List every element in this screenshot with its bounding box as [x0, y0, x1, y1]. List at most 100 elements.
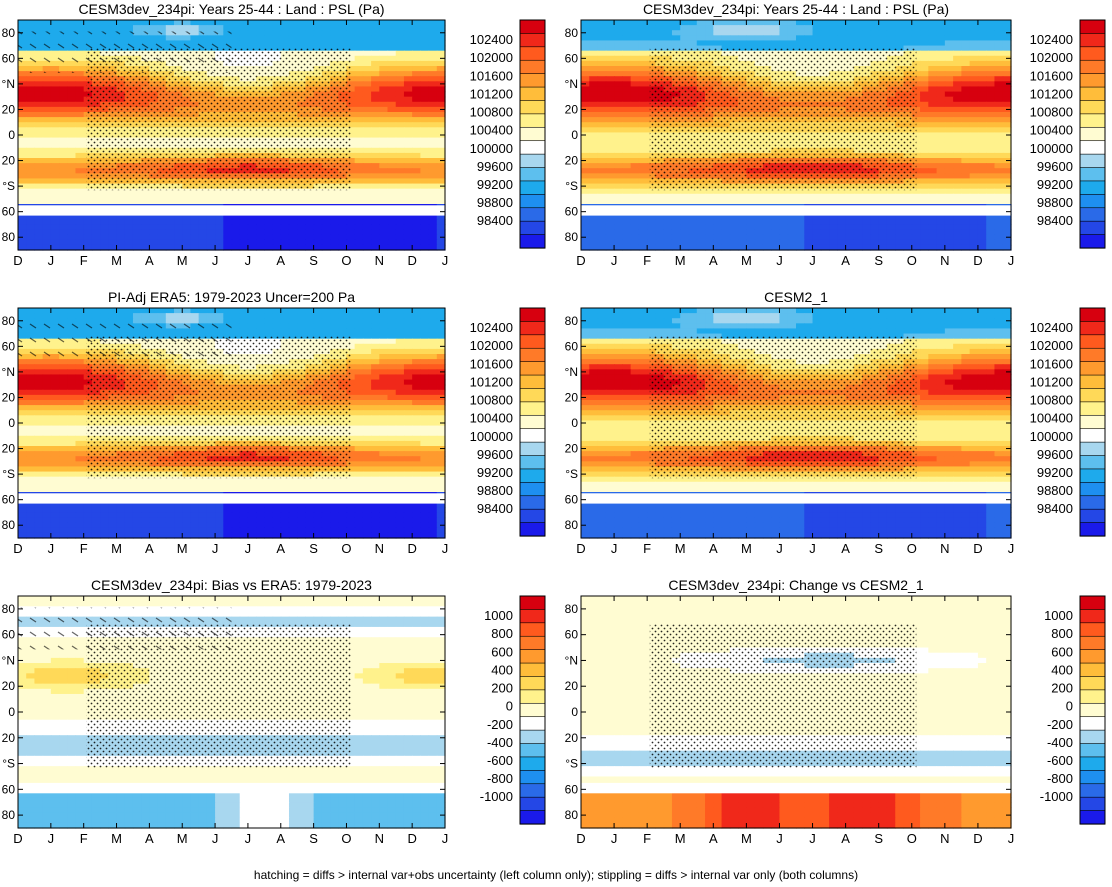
heatmap-cell — [721, 214, 731, 220]
heatmap-cell — [605, 229, 615, 236]
heatmap-cell — [738, 234, 747, 241]
heatmap-cell — [862, 20, 872, 26]
heatmap-cell — [346, 25, 356, 31]
heatmap-cell — [59, 91, 68, 98]
heatmap-cell — [354, 178, 364, 185]
heatmap-cell — [231, 234, 241, 241]
heatmap-cell — [280, 20, 290, 26]
heatmap-cell — [705, 30, 714, 36]
heatmap-cell — [944, 239, 954, 246]
heatmap-cell — [231, 188, 241, 195]
heatmap-cell — [313, 193, 323, 200]
heatmap-cell — [18, 244, 27, 251]
colorbar-swatch — [519, 100, 546, 115]
heatmap-cell — [581, 71, 590, 77]
heatmap-cell — [59, 219, 68, 226]
heatmap-cell — [796, 25, 805, 31]
heatmap-cell — [614, 132, 623, 139]
heatmap-cell — [638, 81, 648, 88]
heatmap-cell — [936, 96, 946, 103]
heatmap-cell — [354, 239, 364, 246]
heatmap-cell — [18, 25, 27, 31]
heatmap-cell — [116, 219, 126, 226]
heatmap-cell — [853, 219, 863, 226]
heatmap-cell — [1002, 198, 1012, 205]
heatmap-cell — [83, 308, 93, 314]
heatmap-cell — [50, 308, 60, 314]
heatmap-cell — [256, 40, 265, 47]
heatmap-cell — [969, 142, 979, 149]
heatmap-cell — [936, 214, 946, 220]
heatmap-cell — [944, 234, 954, 241]
heatmap-cell — [18, 96, 27, 103]
heatmap-cell — [157, 234, 167, 241]
heatmap-cell — [362, 152, 372, 159]
heatmap-cell — [655, 35, 665, 42]
heatmap-cell — [297, 224, 306, 231]
heatmap-cell — [371, 168, 380, 174]
heatmap-cell — [190, 25, 200, 31]
heatmap-cell — [920, 25, 929, 31]
heatmap-cell — [272, 308, 282, 314]
heatmap-cell — [346, 313, 356, 319]
heatmap-cell — [961, 40, 971, 47]
heatmap-cell — [387, 142, 397, 149]
heatmap-cell — [928, 168, 938, 174]
heatmap-cell — [206, 25, 216, 31]
heatmap-cell — [59, 229, 68, 236]
heatmap-cell — [354, 152, 364, 159]
heatmap-cell — [420, 188, 430, 195]
heatmap-cell — [953, 178, 962, 185]
heatmap-cell — [379, 117, 389, 123]
heatmap-cell — [680, 20, 690, 26]
colorbar-label: 99200 — [477, 177, 513, 192]
heatmap-cell — [696, 244, 706, 251]
heatmap-cell — [605, 193, 615, 200]
heatmap-cell — [338, 25, 348, 31]
heatmap-cell — [936, 147, 946, 154]
heatmap-cell — [878, 234, 888, 241]
heatmap-cell — [50, 20, 60, 26]
heatmap-cell — [680, 25, 690, 31]
heatmap-cell — [829, 234, 838, 241]
heatmap-cell — [420, 224, 430, 231]
heatmap-cell — [1002, 86, 1012, 93]
heatmap-cell — [936, 117, 946, 123]
heatmap-cell — [1002, 224, 1012, 231]
heatmap-cell — [354, 168, 364, 174]
heatmap-cell — [977, 178, 987, 185]
heatmap-cell — [820, 214, 830, 220]
heatmap-cell — [886, 198, 896, 205]
heatmap-cell — [663, 20, 673, 26]
heatmap-cell — [75, 20, 85, 26]
heatmap-cell — [638, 76, 648, 82]
heatmap-cell — [994, 122, 1004, 128]
heatmap-cell — [362, 142, 372, 149]
heatmap-cell — [977, 219, 987, 226]
heatmap-cell — [50, 193, 60, 200]
heatmap-cell — [953, 214, 962, 220]
heatmap-cell — [961, 35, 971, 42]
heatmap-cell — [977, 214, 987, 220]
heatmap-cell — [198, 25, 208, 31]
heatmap-cell — [403, 178, 413, 185]
heatmap-cell — [969, 163, 979, 169]
heatmap-cell — [820, 35, 830, 42]
heatmap-cell — [346, 40, 356, 47]
heatmap-cell — [920, 30, 929, 36]
heatmap-cell — [630, 178, 640, 185]
heatmap-cell — [403, 25, 413, 31]
heatmap-cell — [190, 198, 200, 205]
heatmap-cell — [688, 239, 698, 246]
heatmap-cell — [149, 219, 159, 226]
heatmap-cell — [174, 219, 183, 226]
heatmap-cell — [379, 71, 389, 77]
heatmap-cell — [688, 30, 698, 36]
heatmap-cell — [297, 35, 306, 42]
heatmap-cell — [878, 20, 888, 26]
x-tick-label: D — [576, 253, 585, 268]
heatmap-cell — [141, 234, 150, 241]
heatmap-cell — [50, 313, 60, 319]
heatmap-cell — [630, 30, 640, 36]
heatmap-cell — [986, 168, 996, 174]
